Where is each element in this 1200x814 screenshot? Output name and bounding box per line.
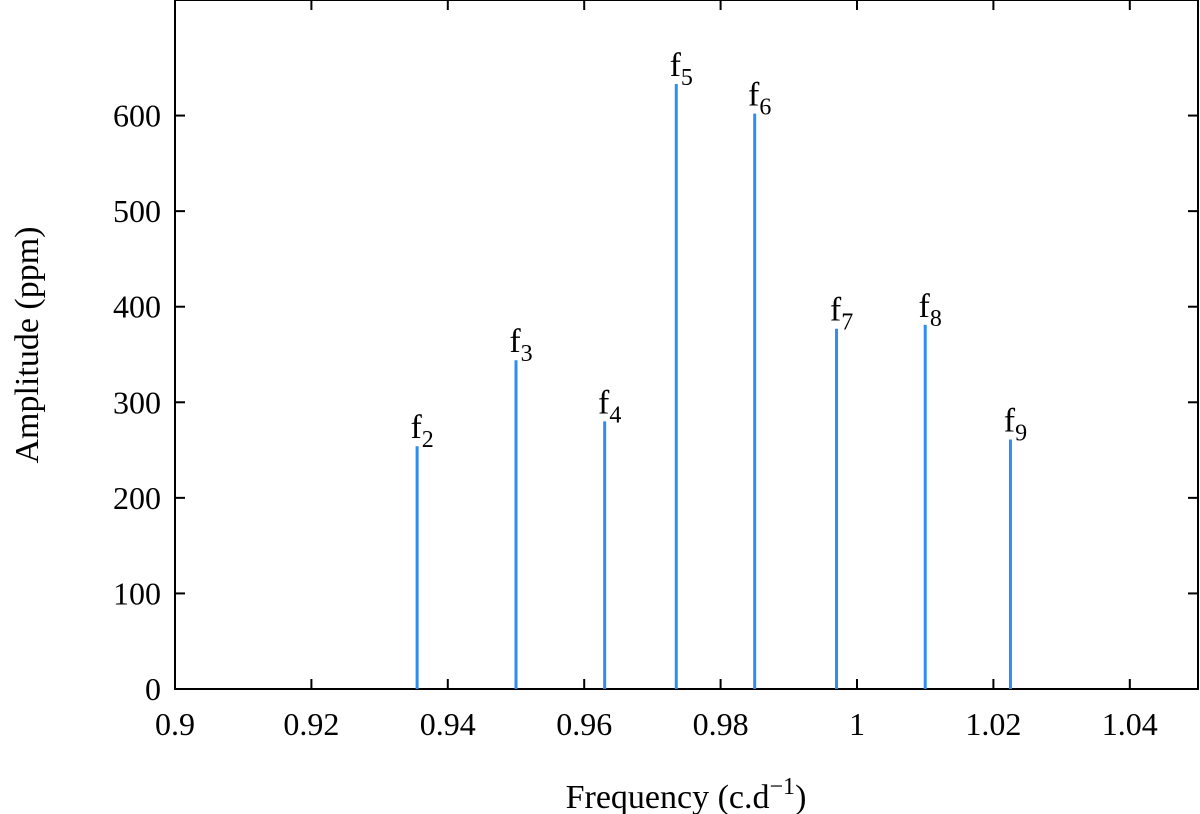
y-tick-label: 500: [113, 193, 161, 229]
peak-label-f8: f8: [919, 288, 942, 332]
peak-label-f3: f3: [509, 323, 532, 367]
peak-label-f9: f9: [1004, 403, 1027, 447]
x-tick-label: 1.04: [1102, 706, 1158, 742]
x-tick-label: 0.9: [155, 706, 195, 742]
y-tick-label: 0: [145, 671, 161, 707]
y-axis: 0 100 200 300 400 500 600: [113, 98, 1198, 707]
x-tick-label: 0.98: [693, 706, 749, 742]
peak-label-f5: f5: [670, 47, 693, 91]
x-tick-label: 1: [849, 706, 865, 742]
x-tick-label: 0.92: [283, 706, 339, 742]
x-tick-label: 1.02: [965, 706, 1021, 742]
y-tick-label: 400: [113, 289, 161, 325]
y-tick-label: 100: [113, 575, 161, 611]
y-tick-label: 600: [113, 98, 161, 134]
y-axis-label: Amplitude (ppm): [9, 226, 46, 463]
x-axis: 0.9 0.92 0.94 0.96 0.98 1 1.02 1.04: [155, 0, 1158, 742]
peak-label-f4: f4: [598, 384, 621, 428]
peak-labels-group: f2 f3 f4 f5 f6 f7 f8 f9: [410, 47, 1027, 453]
y-tick-label: 300: [113, 384, 161, 420]
x-tick-label: 0.96: [556, 706, 612, 742]
x-axis-label: Frequency (c.d−1): [566, 774, 807, 814]
peak-label-f7: f7: [830, 292, 853, 336]
x-tick-label: 0.94: [420, 706, 476, 742]
stems-group: [415, 84, 1012, 689]
y-tick-label: 200: [113, 480, 161, 516]
peak-label-f2: f2: [410, 409, 433, 453]
plot-frame: [174, 0, 1199, 690]
peak-label-f6: f6: [748, 77, 771, 121]
